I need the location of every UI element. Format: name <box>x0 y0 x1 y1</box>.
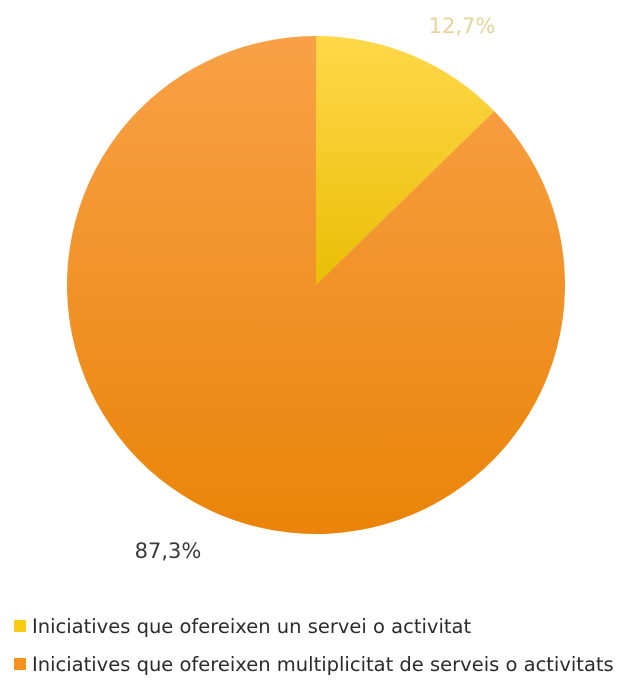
legend-label: Iniciatives que ofereixen un servei o ac… <box>32 614 472 638</box>
legend-item-single-service: Iniciatives que ofereixen un servei o ac… <box>14 612 614 640</box>
legend-swatch-orange <box>14 658 26 670</box>
pie-slices <box>66 36 566 534</box>
data-label-multiple-services: 87,3% <box>135 539 202 563</box>
pie-slice-single-service <box>316 36 495 285</box>
legend-item-multiple-services: Iniciatives que ofereixen multiplicitat … <box>14 650 614 678</box>
pie-chart: 12,7% 87,3% <box>66 14 566 563</box>
legend-swatch-yellow <box>14 620 26 632</box>
legend: Iniciatives que ofereixen un servei o ac… <box>14 612 614 688</box>
pie-data-labels: 12,7% 87,3% <box>135 14 496 563</box>
pie-slice-multiple-services <box>66 36 566 534</box>
data-label-single-service: 12,7% <box>429 14 496 38</box>
legend-label: Iniciatives que ofereixen multiplicitat … <box>32 652 614 676</box>
